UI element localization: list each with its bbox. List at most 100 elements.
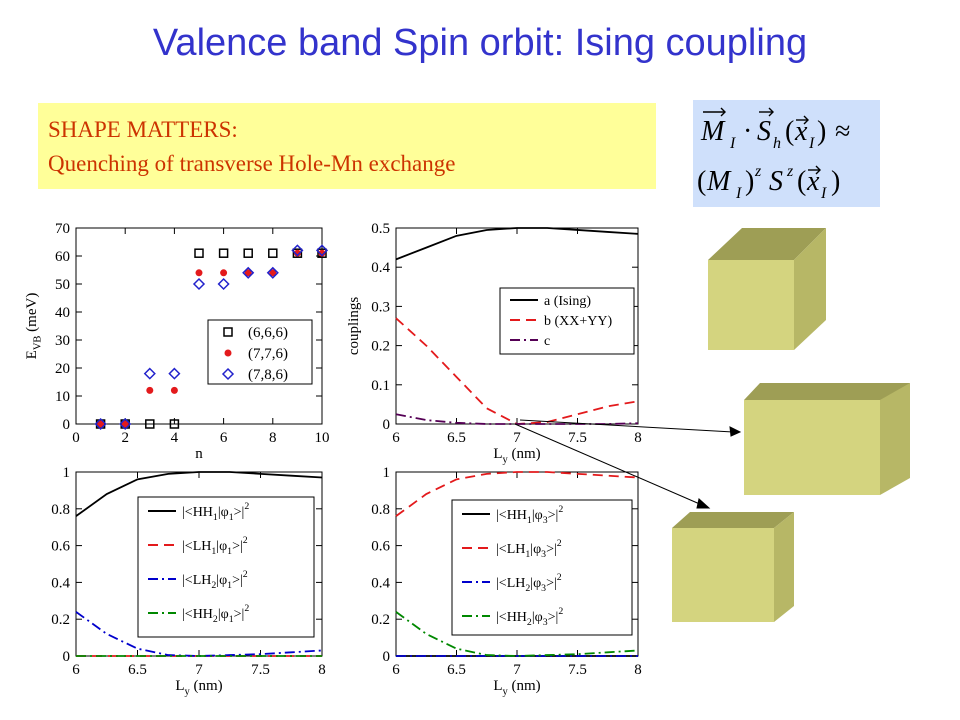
legend-label: |<LH2|φ1>|2 [182,569,248,591]
slide-title: Valence band Spin orbit: Ising coupling [152,22,808,64]
series-line [395,471,639,517]
series-line [395,227,639,261]
formula-box: M I · S h ( x I ) ≈ ( M I ) z S z ( x I [693,100,880,207]
data-point [170,386,178,394]
x-axis-label: Ly (nm) [175,678,222,698]
data-point [291,244,304,257]
y-tick-label: 0.4 [51,575,70,591]
svg-text:I: I [729,135,736,152]
y-tick-label: 0 [383,417,391,433]
data-point [317,248,327,258]
x-tick-label: 7 [513,430,521,446]
svg-text:z: z [754,163,762,180]
x-tick-label: 10 [315,430,330,446]
legend-label: |<LH1|φ3>|2 [496,538,562,560]
svg-text:): ) [745,166,754,197]
x-tick-label: 6.5 [447,662,466,678]
x-tick-label: 8 [634,430,642,446]
x-tick-label: 7.5 [251,662,270,678]
svg-text:M: M [706,166,732,197]
y-tick-label: 0.1 [371,378,390,394]
svg-text:I: I [808,135,815,152]
y-tick-label: 20 [55,361,70,377]
x-tick-label: 6 [72,662,80,678]
overlap-phi1-chart: 6 6.5 7 7.5 8 0 0.2 0.4 0.6 0.8 1 Ly (nm) |<HH1|φ1>|… [51,465,326,698]
cube-2 [744,383,910,495]
x-tick-label: 6.5 [128,662,147,678]
legend-label: c [544,334,550,349]
data-point [121,420,129,428]
y-tick-label: 0.2 [371,612,390,628]
note-line-2: Quenching of transverse Hole-Mn exchange [48,151,456,176]
x-tick-label: 8 [318,662,326,678]
legend-label: |<HH2|φ3>|2 [496,606,563,628]
data-point [94,417,107,431]
data-point [268,248,278,258]
cube-1 [708,228,826,350]
x-tick-label: 7.5 [568,430,587,446]
svg-text:(: ( [797,166,806,197]
svg-text:S: S [769,166,783,197]
legend-label: |<HH1|φ3>|2 [496,504,563,526]
x-axis-label: Ly (nm) [493,678,540,698]
overlap-phi3-chart: 6 6.5 7 7.5 8 0 0.2 0.4 0.6 0.8 1 Ly (nm) |<HH1|φ3>|… [371,465,642,698]
data-point [146,386,154,394]
x-axis-label: n [195,446,203,462]
y-tick-label: 30 [55,333,70,349]
legend-label: |<LH1|φ1>|2 [182,535,248,557]
svg-text:·: · [743,116,752,147]
y-tick-label: 0.2 [371,339,390,355]
legend-marker [221,367,235,381]
svg-text:S: S [757,116,771,147]
svg-text:): ) [831,166,840,197]
y-tick-label: 0.3 [371,299,390,315]
data-point [218,248,229,258]
y-tick-label: 0 [63,649,71,665]
x-tick-label: 7 [195,662,203,678]
y-tick-label: 0 [383,649,391,665]
x-tick-label: 4 [171,430,179,446]
data-point [220,269,228,277]
legend-box [137,496,315,638]
svg-text:(: ( [785,116,794,147]
svg-text:M: M [700,116,726,147]
y-tick-label: 1 [383,465,391,481]
data-point [243,248,253,258]
y-tick-label: 0.6 [51,539,70,555]
svg-text:(: ( [697,166,706,197]
note-line-1: SHAPE MATTERS: [48,117,238,142]
y-tick-label: 0.2 [51,612,70,628]
y-tick-label: 0.5 [371,221,390,237]
svg-text:): ) [817,116,826,147]
legend-label: |<LH2|φ3>|2 [496,572,562,594]
x-tick-label: 2 [121,430,129,446]
svg-text:z: z [786,163,794,180]
data-point [269,269,277,277]
x-tick-label: 6.5 [447,430,466,446]
cube-3 [672,512,794,622]
y-tick-label: 0.8 [51,502,70,518]
formula-svg: M I · S h ( x I ) ≈ ( M I ) z S z ( x I [697,107,850,202]
data-point [318,249,326,257]
x-tick-label: 6 [392,662,400,678]
svg-text:h: h [773,135,781,152]
energy-vs-n-chart: 0 2 4 6 8 10 0 10 20 30 40 50 60 70 n EVB (meV) (6,6,6) (… [24,221,330,462]
shape-matters-note: SHAPE MATTERS: Quenching of transverse H… [38,103,656,189]
pointer-arrow-2 [514,423,711,509]
data-point [145,419,155,429]
legend-label: b (XX+YY) [544,314,612,329]
x-tick-label: 0 [72,430,80,446]
y-tick-label: 40 [55,305,70,321]
x-tick-label: 8 [634,662,642,678]
y-tick-label: 0 [63,417,71,433]
legend-label: (7,8,6) [248,367,288,383]
legend-label: (6,6,6) [248,325,288,341]
y-tick-label: 0.4 [371,575,390,591]
svg-text:I: I [820,185,827,202]
x-tick-label: 7.5 [568,662,587,678]
y-tick-label: 0.8 [371,502,390,518]
data-point [143,367,156,380]
series-line [395,611,639,657]
legend-label: |<HH2|φ1>|2 [182,603,249,625]
